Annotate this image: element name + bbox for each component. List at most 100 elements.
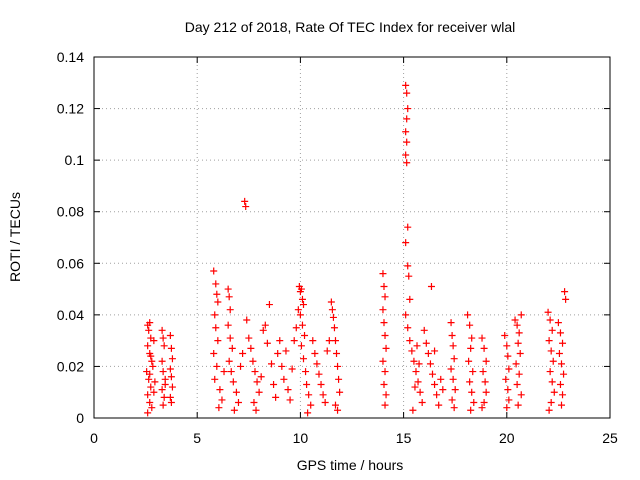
data-point <box>284 386 292 394</box>
data-point <box>224 321 232 329</box>
data-point <box>424 350 432 358</box>
data-point <box>544 308 552 316</box>
data-point <box>439 386 447 394</box>
data-point <box>252 406 260 414</box>
data-point <box>402 239 410 247</box>
data-point <box>555 350 563 358</box>
data-point <box>288 365 296 373</box>
data-point <box>319 391 327 399</box>
data-point <box>265 301 273 309</box>
data-point <box>402 151 410 159</box>
data-point <box>448 331 456 339</box>
data-point <box>148 404 156 412</box>
data-point <box>323 347 331 355</box>
data-point <box>479 368 487 376</box>
data-point <box>465 357 473 365</box>
data-point <box>227 368 235 376</box>
data-point <box>450 355 458 363</box>
data-point <box>482 388 490 396</box>
data-point <box>478 334 486 342</box>
data-point <box>482 357 490 365</box>
data-point <box>302 368 310 376</box>
data-point <box>449 342 457 350</box>
y-axis-label: ROTI / TECUs <box>7 192 23 282</box>
data-point <box>261 321 269 329</box>
chart-title: Day 212 of 2018, Rate Of TEC Index for r… <box>185 19 515 35</box>
data-point <box>381 331 389 339</box>
data-point <box>305 391 313 399</box>
data-point <box>241 197 249 205</box>
data-point <box>468 334 476 342</box>
data-point <box>466 321 474 329</box>
data-point <box>216 386 224 394</box>
data-point <box>428 370 436 378</box>
data-point <box>245 334 253 342</box>
data-point <box>406 295 414 303</box>
data-point <box>431 380 439 388</box>
grid-lines <box>94 57 610 418</box>
data-point <box>548 378 556 386</box>
data-point <box>416 388 424 396</box>
x-tick-label: 10 <box>293 430 309 446</box>
data-point <box>280 375 288 383</box>
data-point <box>298 295 306 303</box>
data-point <box>468 388 476 396</box>
data-point <box>404 223 412 231</box>
data-point <box>243 316 251 324</box>
data-point <box>168 383 176 391</box>
data-point <box>336 388 344 396</box>
data-point <box>504 352 512 360</box>
data-point <box>225 293 233 301</box>
data-point <box>286 396 294 404</box>
data-point <box>379 270 387 278</box>
data-point <box>168 355 176 363</box>
data-point <box>253 378 261 386</box>
x-tick-label: 25 <box>602 430 618 446</box>
data-point <box>237 362 245 370</box>
data-point <box>505 396 513 404</box>
data-point <box>215 404 223 412</box>
data-point <box>263 339 271 347</box>
plot-area-frame <box>93 56 611 419</box>
data-point <box>437 375 445 383</box>
data-point <box>447 319 455 327</box>
data-point <box>296 311 304 319</box>
data-point <box>431 347 439 355</box>
data-point <box>403 138 411 146</box>
data-point <box>211 311 219 319</box>
x-tick-label: 15 <box>396 430 412 446</box>
data-point <box>331 337 339 345</box>
data-point <box>402 128 410 136</box>
data-point <box>226 306 234 314</box>
data-point <box>420 326 428 334</box>
data-point <box>307 401 315 409</box>
data-point <box>158 357 166 365</box>
data-point <box>166 331 174 339</box>
data-point <box>159 368 167 376</box>
data-point <box>381 293 389 301</box>
data-point <box>304 409 312 417</box>
data-point <box>294 306 302 314</box>
data-point <box>313 360 321 368</box>
data-point <box>242 203 250 211</box>
data-point <box>513 321 521 329</box>
y-tick-label: 0.1 <box>65 152 85 168</box>
data-point <box>247 344 255 352</box>
data-point <box>418 399 426 407</box>
data-point <box>546 368 554 376</box>
data-point <box>426 360 434 368</box>
data-point <box>150 337 158 345</box>
data-point <box>272 393 280 401</box>
data-point <box>220 368 228 376</box>
data-point <box>297 342 305 350</box>
data-point <box>213 362 221 370</box>
data-point <box>411 383 419 391</box>
data-point <box>214 298 222 306</box>
data-point <box>278 362 286 370</box>
data-point <box>547 399 555 407</box>
data-point <box>317 380 325 388</box>
data-point <box>150 388 158 396</box>
data-point <box>330 324 338 332</box>
data-point <box>298 321 306 329</box>
data-point <box>517 391 525 399</box>
